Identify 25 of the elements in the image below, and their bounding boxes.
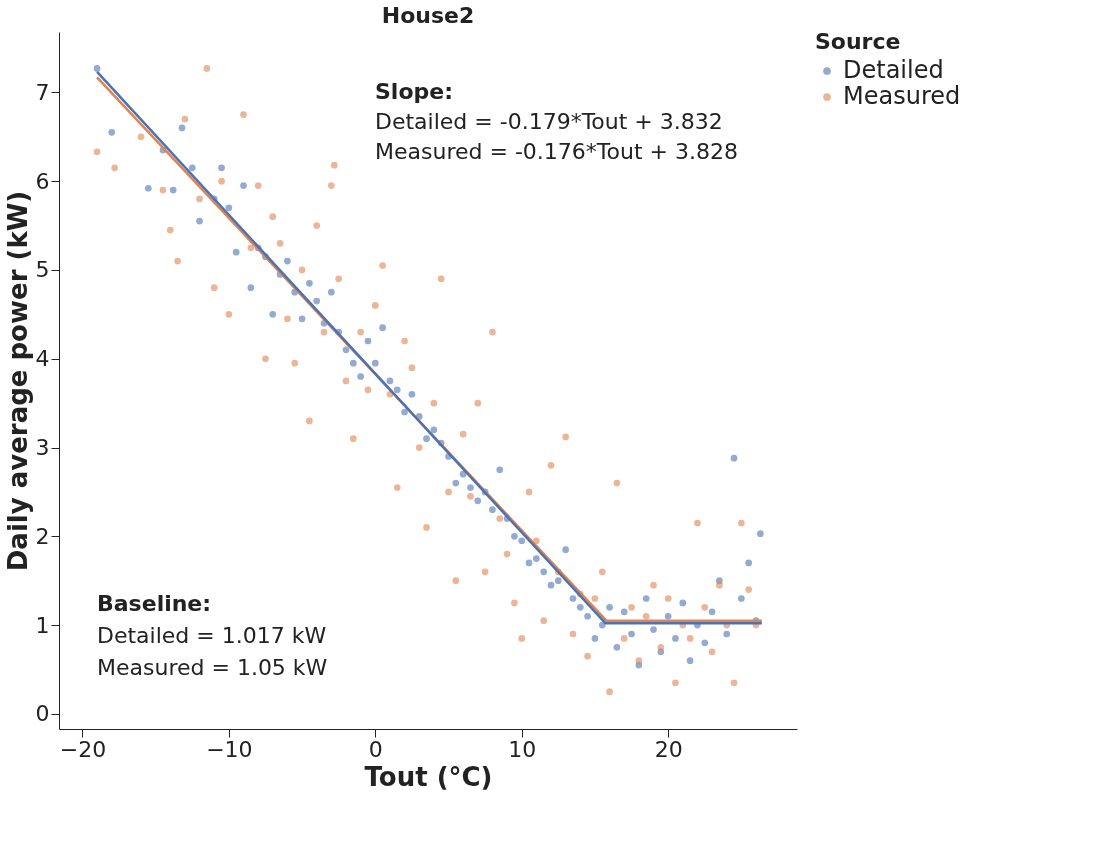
annotation: Slope: [375,79,453,104]
y-tick-label: 2 [35,523,50,549]
annotation: Baseline: [97,591,212,616]
y-tick-label: 4 [35,346,50,372]
x-tick-label: −10 [206,736,253,762]
legend-title: Source [815,29,901,54]
y-tick-label: 6 [35,168,50,194]
y-tick-label: 1 [35,612,50,638]
x-tick-label: 0 [368,736,383,762]
x-tick-label: 10 [508,736,537,762]
y-axis-title: Daily average power (kW) [2,190,33,572]
annotation: Measured = 1.05 kW [97,655,328,680]
y-tick-label: 7 [35,79,50,105]
chart-title: House2 [381,3,475,28]
y-tick-label: 0 [35,701,50,727]
annotation: Measured = -0.176*Tout + 3.828 [375,139,738,164]
y-tick-label: 3 [35,435,50,461]
annotation: Detailed = 1.017 kW [97,623,327,648]
x-tick-label: −20 [59,736,107,762]
x-axis-title: Tout (°C) [364,761,493,792]
legend-label: Measured [843,82,961,110]
legend-label: Detailed [843,56,944,84]
x-tick-label: 20 [654,736,683,762]
y-tick-label: 5 [35,257,50,283]
annotation: Detailed = -0.179*Tout + 3.832 [375,109,723,134]
